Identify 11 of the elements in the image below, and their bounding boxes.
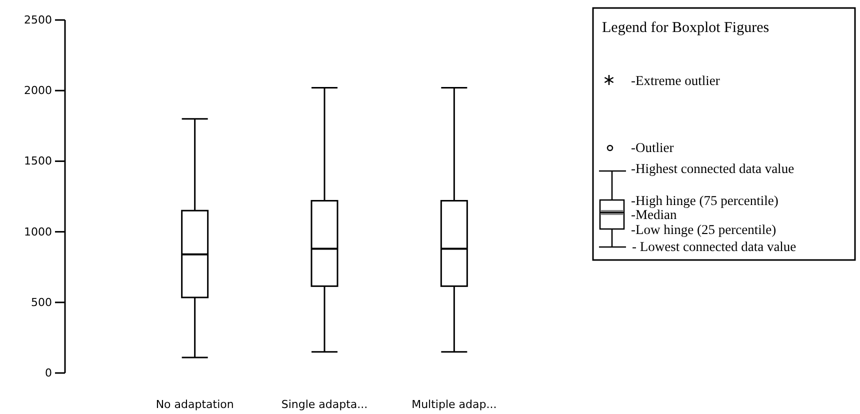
y-tick-label: 2500 bbox=[24, 14, 52, 27]
x-tick-label: Single adapta... bbox=[281, 398, 368, 411]
y-tick-label: 1000 bbox=[24, 225, 52, 238]
legend-title: Legend for Boxplot Figures bbox=[602, 20, 770, 36]
y-tick-label: 0 bbox=[45, 366, 52, 380]
y-tick-label: 500 bbox=[31, 296, 52, 309]
legend-panel: Legend for Boxplot Figures -Extreme outlier -Outlier -Highest connected data value -High hinge (75 percentile) -Median -Low hinge (25 percentile) - Lowest connected data value bbox=[592, 7, 856, 261]
x-tick-label: Multiple adap... bbox=[412, 398, 497, 411]
y-tick-label: 2000 bbox=[24, 84, 52, 98]
y-tick-label: 1500 bbox=[24, 154, 52, 168]
x-tick-label: No adaptation bbox=[156, 398, 234, 411]
